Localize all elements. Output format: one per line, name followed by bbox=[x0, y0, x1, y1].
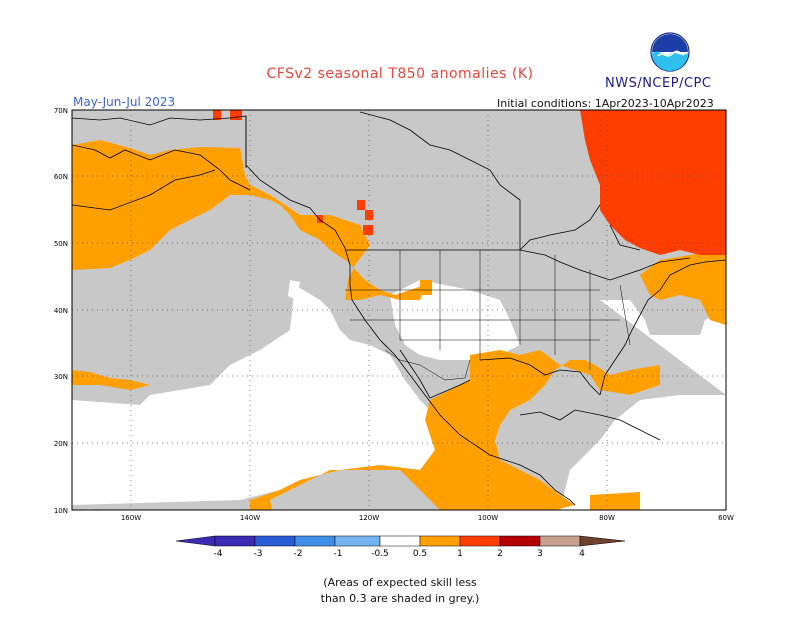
lat-label: 40N bbox=[54, 307, 68, 315]
lon-label: 140W bbox=[240, 514, 260, 522]
initial-conditions-label: Initial conditions: 1Apr2023-10Apr2023 bbox=[497, 97, 714, 110]
colorbar-label: 3 bbox=[537, 549, 543, 559]
colorbar-label: -3 bbox=[254, 549, 263, 559]
colorbar-label: 0.5 bbox=[413, 549, 427, 559]
state-borders bbox=[345, 250, 631, 381]
lat-label: 50N bbox=[54, 240, 68, 248]
map-title: CFSv2 seasonal T850 anomalies (K) bbox=[266, 66, 534, 82]
noaa-logo-icon bbox=[650, 32, 690, 72]
colorbar-label: -4 bbox=[214, 549, 223, 559]
graticule bbox=[72, 110, 726, 510]
colorbar-label: 4 bbox=[579, 549, 585, 559]
latitude-labels: 70N 60N 50N 40N 30N 20N 10N bbox=[54, 107, 68, 515]
coastlines bbox=[72, 111, 726, 506]
colorbar-labels: -4 -3 -2 -1 -0.5 0.5 1 2 3 4 bbox=[214, 549, 586, 559]
lat-label: 20N bbox=[54, 440, 68, 448]
lon-label: 120W bbox=[359, 514, 379, 522]
lat-label: 30N bbox=[54, 373, 68, 381]
skill-note-line1: (Areas of expected skill less bbox=[323, 576, 477, 589]
season-label: May-Jun-Jul 2023 bbox=[73, 95, 176, 109]
skill-note: (Areas of expected skill less than 0.3 a… bbox=[0, 575, 800, 607]
colorbar-label: 1 bbox=[457, 549, 463, 559]
colorbar-high-arrow bbox=[579, 535, 626, 547]
lat-label: 10N bbox=[54, 507, 68, 515]
longitude-labels: 160W 140W 120W 100W 80W 60W bbox=[121, 514, 734, 522]
lon-label: 60W bbox=[718, 514, 734, 522]
colorbar bbox=[175, 535, 626, 547]
colorbar-label: -1 bbox=[334, 549, 343, 559]
colorbar-label: -0.5 bbox=[371, 549, 389, 559]
colorbar-label: 2 bbox=[497, 549, 503, 559]
lon-label: 80W bbox=[599, 514, 615, 522]
skill-note-line2: than 0.3 are shaded in grey.) bbox=[320, 592, 480, 605]
lat-label: 70N bbox=[54, 107, 68, 115]
lat-label: 60N bbox=[54, 173, 68, 181]
colorbar-label: -2 bbox=[294, 549, 303, 559]
colorbar-low-arrow bbox=[175, 535, 216, 547]
organization-label: NWS/NCEP/CPC bbox=[605, 76, 712, 91]
map-frame bbox=[71, 109, 727, 511]
lon-label: 160W bbox=[121, 514, 141, 522]
lon-label: 100W bbox=[478, 514, 498, 522]
